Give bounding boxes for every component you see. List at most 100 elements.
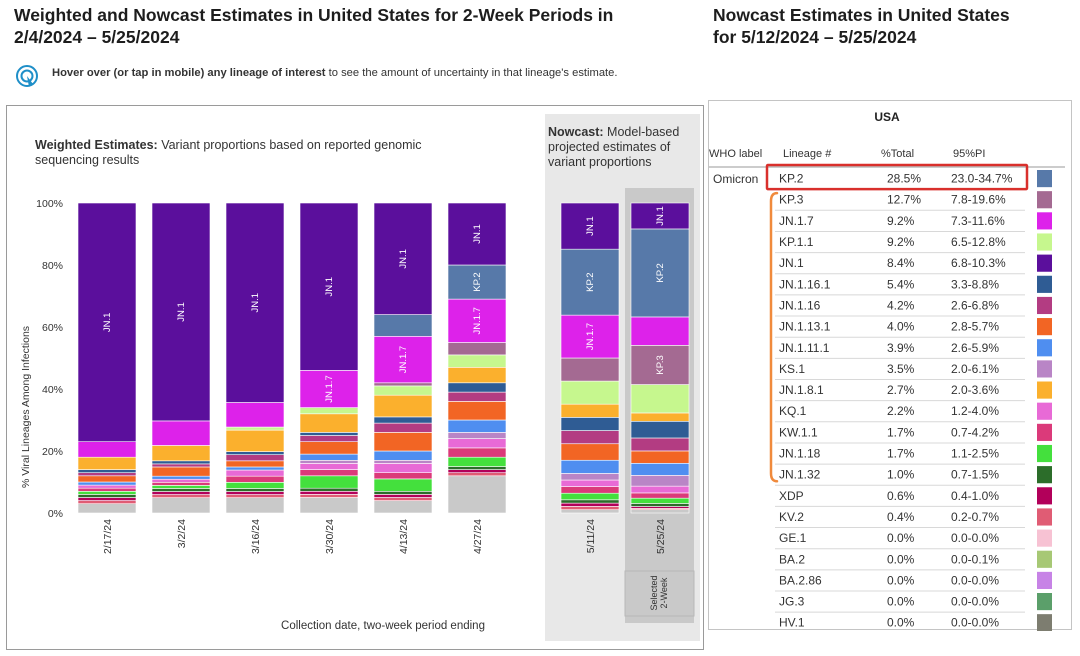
segment-kw-1-1[interactable] — [560, 486, 620, 494]
segment-jn-1-18[interactable] — [560, 492, 620, 501]
segment-xdp[interactable] — [77, 497, 137, 501]
table-row-ba-2[interactable]: BA.2 0.0% 0.0-0.1% — [775, 550, 1052, 571]
segment-jn-1-7[interactable] — [630, 316, 690, 346]
segment-jn-1-11-1[interactable] — [560, 459, 620, 474]
segment-kp-2[interactable] — [630, 228, 690, 318]
segment-jn-1-11-1[interactable] — [225, 466, 285, 471]
segment-ks-1[interactable] — [373, 459, 433, 464]
table-row-jn-1-16[interactable]: JN.1.16 4.2% 2.6-6.8% — [775, 296, 1052, 317]
bar-4-13-24[interactable] — [373, 202, 433, 514]
segment-jn-1-16[interactable] — [373, 422, 433, 433]
segment-kp-1-1[interactable] — [225, 426, 285, 431]
table-row-jn-1-8-1[interactable]: JN.1.8.1 2.7% 2.0-3.6% — [775, 381, 1052, 402]
segment-jn-1-32[interactable] — [560, 499, 620, 504]
table-row-kp-1-1[interactable]: KP.1.1 9.2% 6.5-12.8% — [775, 233, 1052, 254]
segment-kp-1-1[interactable] — [560, 380, 620, 405]
segment-kp-3[interactable] — [373, 382, 433, 387]
segment-kv-2[interactable] — [77, 500, 137, 505]
table-row-jn-1[interactable]: JN.1 8.4% 6.8-10.3% — [775, 254, 1052, 275]
segment-xdp[interactable] — [225, 491, 285, 495]
segment-kq-1[interactable] — [299, 463, 359, 470]
segment-other[interactable] — [151, 497, 211, 514]
bar-3-2-24[interactable] — [151, 202, 211, 514]
table-row-kp-2[interactable]: KP.2 28.5% 23.0-34.7% — [775, 170, 1052, 190]
segment-kp-1-1[interactable] — [447, 354, 507, 368]
segment-jn-1[interactable] — [225, 202, 285, 403]
segment-kv-2[interactable] — [151, 494, 211, 498]
segment-kp-3[interactable] — [560, 357, 620, 382]
segment-jn-1-13-1[interactable] — [299, 441, 359, 455]
segment-jn-1-7[interactable] — [447, 298, 507, 343]
bar-2-17-24[interactable] — [77, 202, 137, 514]
segment-kq-1[interactable] — [560, 479, 620, 487]
segment-jn-1-16[interactable] — [630, 437, 690, 452]
table-row-jn-1-32[interactable]: JN.1.32 1.0% 0.7-1.5% — [775, 466, 1052, 486]
segment-jn-1[interactable] — [299, 202, 359, 371]
segment-xdp[interactable] — [299, 490, 359, 495]
segment-jn-1-16-1[interactable] — [299, 432, 359, 436]
segment-jn-1-16-1[interactable] — [447, 382, 507, 393]
segment-ks-1[interactable] — [630, 475, 690, 487]
segment-jn-1-11-1[interactable] — [373, 450, 433, 461]
segment-jn-1-18[interactable] — [447, 456, 507, 467]
segment-kw-1-1[interactable] — [299, 469, 359, 477]
segment-jn-1-11-1[interactable] — [299, 453, 359, 461]
segment-jn-1-32[interactable] — [373, 490, 433, 495]
segment-jn-1-11-1[interactable] — [447, 419, 507, 433]
segment-jn-1-16-1[interactable] — [630, 420, 690, 439]
segment-other[interactable] — [373, 500, 433, 514]
segment-jn-1-32[interactable] — [630, 503, 690, 507]
segment-xdp[interactable] — [447, 469, 507, 474]
segment-kv-2[interactable] — [560, 506, 620, 511]
segment-jn-1-8-1[interactable] — [299, 413, 359, 433]
segment-jn-1-16[interactable] — [447, 391, 507, 402]
table-row-jn-1-7[interactable]: JN.1.7 9.2% 7.3-11.6% — [775, 212, 1052, 232]
bar-5-11-24[interactable] — [560, 202, 620, 514]
table-row-jn-1-13-1[interactable]: JN.1.13.1 4.0% 2.8-5.7% — [775, 318, 1052, 338]
table-row-kv-2[interactable]: KV.2 0.4% 0.2-0.7% — [775, 508, 1052, 529]
segment-kq-1[interactable] — [151, 478, 211, 483]
segment-jn-1-7[interactable] — [373, 336, 433, 384]
segment-jn-1[interactable] — [151, 202, 211, 422]
segment-jn-1-32[interactable] — [299, 487, 359, 492]
segment-jn-1-18[interactable] — [373, 478, 433, 492]
segment-jn-1-16-1[interactable] — [225, 451, 285, 455]
segment-kw-1-1[interactable] — [77, 487, 137, 492]
segment-jn-1[interactable] — [77, 202, 137, 442]
bar-3-16-24[interactable] — [225, 202, 285, 514]
segment-ks-1[interactable] — [299, 459, 359, 464]
segment-jn-1-18[interactable] — [225, 482, 285, 489]
segment-jn-1-32[interactable] — [447, 466, 507, 470]
segment-jn-1-16-1[interactable] — [373, 416, 433, 424]
table-row-ge-1[interactable]: GE.1 0.0% 0.0-0.0% — [775, 529, 1052, 550]
segment-kw-1-1[interactable] — [225, 475, 285, 483]
segment-jn-1-13-1[interactable] — [373, 432, 433, 452]
segment-jn-1-13-1[interactable] — [225, 460, 285, 468]
segment-jn-1-16-1[interactable] — [151, 460, 211, 465]
segment-jn-1[interactable] — [560, 202, 620, 250]
segment-jn-1-16[interactable] — [299, 435, 359, 442]
segment-jn-1-16[interactable] — [225, 454, 285, 462]
segment-kv-2[interactable] — [373, 497, 433, 501]
segment-jn-1-7[interactable] — [225, 402, 285, 428]
segment-other[interactable] — [560, 509, 620, 514]
segment-other[interactable] — [77, 503, 137, 514]
segment-jn-1-8-1[interactable] — [630, 412, 690, 422]
segment-kq-1[interactable] — [373, 463, 433, 473]
segment-ks-1[interactable] — [447, 432, 507, 439]
table-row-jg-3[interactable]: JG.3 0.0% 0.0-0.0% — [775, 593, 1052, 613]
segment-jn-1-16-1[interactable] — [560, 417, 620, 431]
segment-kp-1-1[interactable] — [373, 385, 433, 396]
segment-kp-3[interactable] — [447, 342, 507, 356]
segment-kw-1-1[interactable] — [151, 482, 211, 486]
segment-jn-1-16-1[interactable] — [77, 469, 137, 474]
segment-kp-2[interactable] — [560, 248, 620, 316]
segment-kp-1-1[interactable] — [299, 407, 359, 415]
segment-kw-1-1[interactable] — [373, 472, 433, 480]
segment-kv-2[interactable] — [299, 494, 359, 498]
segment-kp-2[interactable] — [447, 264, 507, 300]
bar-3-30-24[interactable] — [299, 202, 359, 514]
segment-kw-1-1[interactable] — [447, 447, 507, 458]
table-row-jn-1-16-1[interactable]: JN.1.16.1 5.4% 3.3-8.8% — [775, 275, 1052, 296]
segment-other[interactable] — [299, 497, 359, 514]
